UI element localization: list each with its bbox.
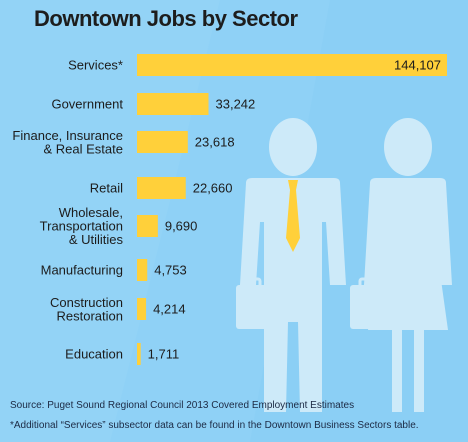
category-label-line: Wholesale, xyxy=(59,205,123,220)
category-label-line: & Utilities xyxy=(69,232,124,247)
woman-briefcase-handle xyxy=(358,277,376,289)
value-label: 1,711 xyxy=(148,347,180,362)
category-label-line: Transportation xyxy=(40,219,123,234)
man-head xyxy=(269,118,317,176)
value-label: 22,660 xyxy=(193,181,233,196)
chart-title: Downtown Jobs by Sector xyxy=(34,6,298,31)
category-label: Government xyxy=(51,97,123,112)
source-note: Source: Puget Sound Regional Council 201… xyxy=(10,400,355,411)
value-label: 4,214 xyxy=(153,302,186,317)
category-label: Education xyxy=(65,347,123,362)
bar xyxy=(137,177,186,199)
bar xyxy=(137,215,158,237)
value-label: 4,753 xyxy=(154,263,187,278)
category-label: Retail xyxy=(90,181,123,196)
necktie xyxy=(286,180,300,252)
category-label-line: Services* xyxy=(68,58,123,73)
category-label-line: Government xyxy=(51,97,123,112)
woman-briefcase xyxy=(350,285,384,329)
value-label: 23,618 xyxy=(195,135,235,150)
bar xyxy=(137,343,141,365)
bar xyxy=(137,259,148,281)
value-label: 9,690 xyxy=(165,219,198,234)
bar xyxy=(137,131,188,153)
man-body xyxy=(240,178,346,412)
services-footnote: *Additional “Services” subsector data ca… xyxy=(10,420,419,431)
woman-head xyxy=(384,118,432,176)
category-label-line: Restoration xyxy=(57,308,123,323)
bar xyxy=(137,54,447,76)
category-label: Finance, Insurance & Real Estate xyxy=(12,128,123,157)
value-label: 33,242 xyxy=(216,97,256,112)
woman-figure xyxy=(350,118,452,412)
category-label-line: Education xyxy=(65,347,123,362)
man-briefcase xyxy=(236,285,270,329)
category-label-line: Retail xyxy=(90,181,123,196)
category-label-line: Construction xyxy=(50,295,123,310)
category-label-line: & Real Estate xyxy=(44,141,124,156)
bar xyxy=(137,93,209,115)
category-label: Manufacturing xyxy=(41,263,123,278)
category-label: Services* xyxy=(68,58,123,73)
man-briefcase-handle xyxy=(244,277,262,289)
category-label-line: Manufacturing xyxy=(41,263,123,278)
category-label: Wholesale, Transportation & Utilities xyxy=(40,205,124,247)
category-label: Construction Restoration xyxy=(50,295,123,324)
bar xyxy=(137,298,147,320)
woman-body xyxy=(364,178,452,412)
category-label-line: Finance, Insurance xyxy=(12,128,123,143)
man-figure xyxy=(236,118,346,412)
value-label: 144,107 xyxy=(394,58,441,73)
